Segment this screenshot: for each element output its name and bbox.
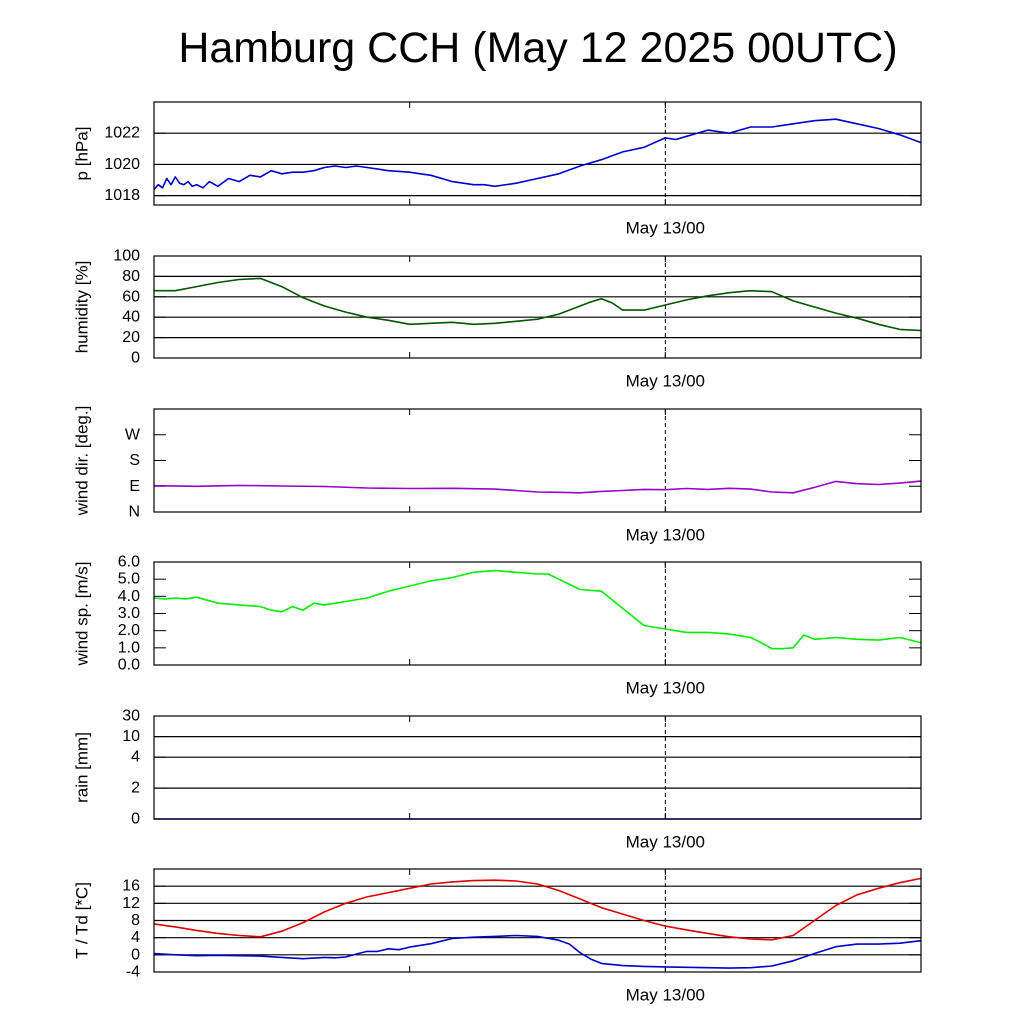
panel-frame [153, 561, 922, 666]
panel-wind-speed: 0.01.02.03.04.05.06.0 wind sp. [m/s] May 1… [73, 554, 922, 698]
y-tick-label: -4 [126, 964, 140, 981]
y-tick-label: 1018 [104, 187, 140, 204]
y-tick-label: 80 [122, 268, 140, 285]
y-tick-label: 100 [113, 248, 140, 265]
y-tick-label: 0 [131, 811, 140, 828]
panel-frame [153, 715, 922, 820]
panel-frame [153, 101, 922, 206]
y-tick-label: 4.0 [118, 588, 140, 605]
y-tick-label: 40 [122, 309, 140, 326]
y-tick-label: 4 [131, 929, 140, 946]
y-tick-label: 2.0 [118, 622, 140, 639]
panel-frame [153, 408, 922, 513]
y-axis-label: wind dir. [deg.] [73, 406, 92, 517]
y-tick-label: 5.0 [118, 571, 140, 588]
y-tick-label: N [128, 504, 140, 521]
panel-frame [153, 255, 922, 359]
panel-pressure: 1018 1020 1022 p [hPa] May 13/00 [73, 101, 922, 238]
series-line-temperature-2 [153, 934, 922, 969]
series-line-wind-direction-1 [153, 480, 922, 494]
series-line-humidity-1 [154, 277, 922, 332]
y-tick-label: 8 [131, 912, 140, 929]
x-tick-label: May 13/00 [626, 526, 705, 545]
series-line-temperature-1 [153, 877, 922, 941]
y-tick-label: 12 [122, 895, 140, 912]
y-axis-label: wind sp. [m/s] [73, 562, 92, 667]
panel-rain: 0 2 4 10 30 rain [mm] May 13/00 [73, 708, 922, 852]
y-tick-label: W [125, 426, 141, 443]
x-tick-label: May 13/00 [626, 372, 705, 391]
y-tick-label: 20 [122, 329, 140, 346]
y-tick-label: 1020 [104, 156, 140, 173]
y-axis-label: p [hPa] [73, 127, 92, 181]
y-tick-label: 16 [122, 878, 140, 895]
series-line-pressure-1 [153, 118, 922, 190]
panel-humidity: 0 20 40 60 80 100 humidity [%] May 13/00 [73, 248, 922, 391]
y-tick-label: 1022 [104, 125, 140, 142]
y-axis-label: rain [mm] [73, 732, 92, 803]
y-tick-label: 30 [122, 708, 140, 725]
x-tick-label: May 13/00 [626, 219, 705, 238]
y-tick-label: 4 [131, 749, 140, 766]
y-tick-label: 10 [122, 728, 140, 745]
series-line-wind-speed-1 [153, 569, 922, 650]
y-tick-label: E [129, 478, 140, 495]
y-tick-label: 0 [131, 350, 140, 367]
x-tick-label: May 13/00 [626, 833, 705, 852]
y-axis-label: T / Td [*C] [73, 882, 92, 959]
panel-frame [153, 868, 922, 973]
y-tick-label: 60 [122, 288, 140, 305]
y-tick-label: S [129, 452, 140, 469]
y-tick-label: 6.0 [118, 554, 140, 571]
x-tick-label: May 13/00 [626, 679, 705, 698]
y-axis-label: humidity [%] [73, 261, 92, 354]
chart-title: Hamburg CCH (May 12 2025 00UTC) [178, 24, 898, 72]
y-tick-label: 0.0 [118, 657, 140, 674]
y-tick-label: 3.0 [118, 605, 140, 622]
y-tick-label: 2 [131, 780, 140, 797]
y-tick-label: 0 [131, 946, 140, 963]
x-tick-label: May 13/00 [626, 986, 705, 1005]
y-tick-label: 1.0 [118, 639, 140, 656]
